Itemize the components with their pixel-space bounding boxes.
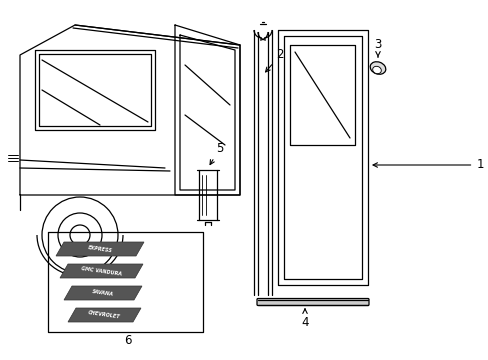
Ellipse shape <box>369 62 385 74</box>
Text: 1: 1 <box>372 158 483 171</box>
FancyBboxPatch shape <box>257 298 368 306</box>
Ellipse shape <box>372 66 381 74</box>
Polygon shape <box>60 264 142 278</box>
Text: 4: 4 <box>301 309 308 328</box>
Polygon shape <box>68 308 141 322</box>
Polygon shape <box>64 286 142 300</box>
Text: 3: 3 <box>373 39 381 57</box>
Text: SAVANA: SAVANA <box>92 289 114 297</box>
Polygon shape <box>56 242 143 256</box>
Text: CHEVROLET: CHEVROLET <box>88 310 121 320</box>
Text: EXPRESS: EXPRESS <box>87 245 112 253</box>
Text: 2: 2 <box>265 49 283 72</box>
Text: 5: 5 <box>210 141 223 165</box>
Text: 6: 6 <box>124 333 131 346</box>
Text: GMC VANDURA: GMC VANDURA <box>81 266 122 276</box>
